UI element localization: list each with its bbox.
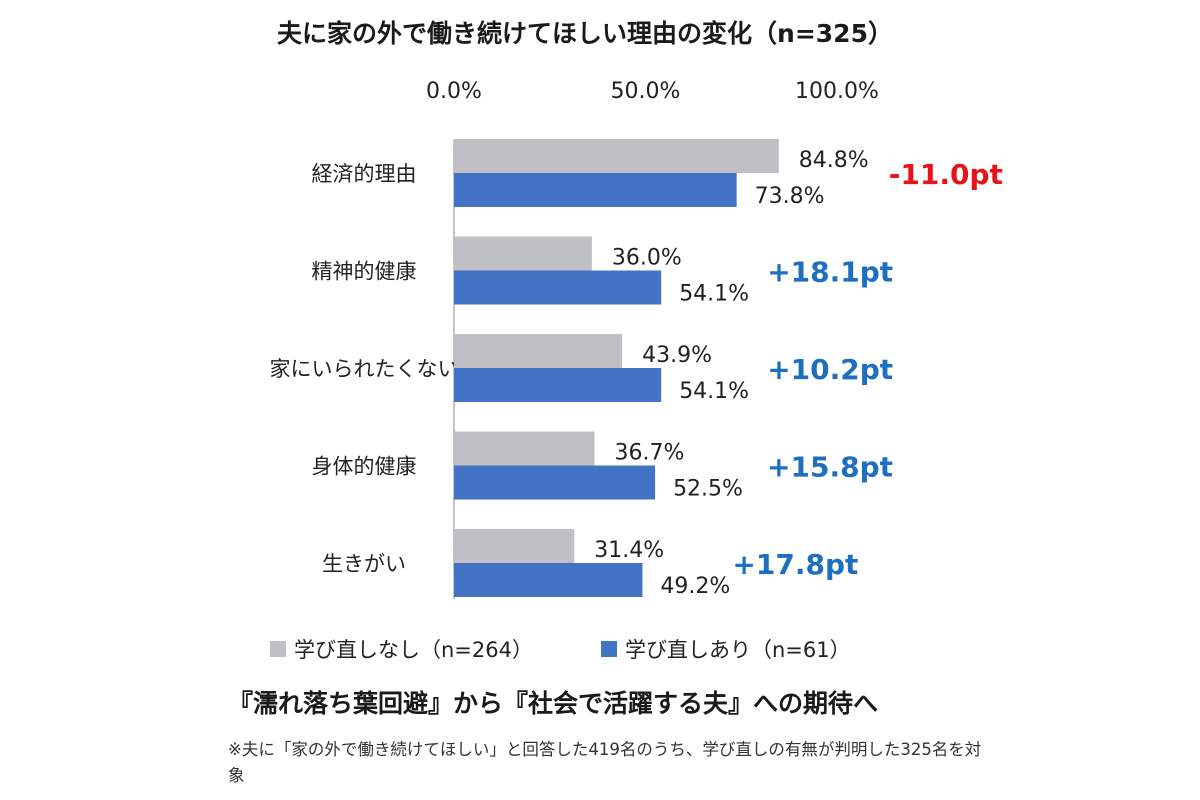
difference-label: +17.8pt <box>732 548 858 581</box>
difference-label: +18.1pt <box>767 256 893 289</box>
chart-title: 夫に家の外で働き続けてほしい理由の変化（n=325） <box>277 19 893 48</box>
legend-label: 学び直しあり（n=61） <box>625 638 851 662</box>
data-label: 84.8% <box>799 148 869 173</box>
data-label: 31.4% <box>594 538 664 563</box>
x-tick-label: 100.0% <box>795 79 879 104</box>
difference-label: +15.8pt <box>767 451 893 484</box>
legend-swatch-gray <box>270 641 286 657</box>
data-label: 43.9% <box>642 343 712 368</box>
x-tick-label: 0.0% <box>426 79 482 104</box>
headline: 『濡れ落ち葉回避』から『社会で活躍する夫』への期待へ <box>228 689 879 718</box>
bar-relearning <box>454 368 662 402</box>
x-tick-label: 50.0% <box>611 79 681 104</box>
bar-relearning <box>454 270 662 305</box>
bar-relearning <box>454 173 737 207</box>
category-label: 経済的理由 <box>312 162 417 186</box>
legend-item-relearning: 学び直しあり（n=61） <box>601 634 851 664</box>
bar-no-relearning <box>454 431 595 466</box>
data-label: 73.8% <box>755 184 825 209</box>
data-label: 54.1% <box>679 379 749 404</box>
difference-label: -11.0pt <box>889 158 1003 191</box>
bar-relearning <box>454 563 643 597</box>
category-label: 生きがい <box>322 552 406 576</box>
bar-no-relearning <box>454 139 779 173</box>
footnote: ※夫に「家の外で働き続けてほしい」と回答した419名のうち、学び直しの有無が判明… <box>228 740 982 785</box>
legend-label: 学び直しなし（n=264） <box>294 638 533 662</box>
category-label: 身体的健康 <box>312 455 417 479</box>
bar-no-relearning <box>454 334 623 368</box>
bar-chart: 0.0% 50.0% 100.0% 経済的理由 84.8% 73.8% -11.0pt 精神的… <box>270 79 1003 599</box>
bar-no-relearning <box>454 236 592 271</box>
data-label: 54.1% <box>679 282 749 307</box>
data-label: 52.5% <box>673 477 743 502</box>
difference-label: +10.2pt <box>767 353 893 386</box>
data-label: 49.2% <box>660 574 730 599</box>
legend: 学び直しなし（n=264） 学び直しあり（n=61） <box>270 634 919 664</box>
category-label: 精神的健康 <box>312 260 417 284</box>
legend-item-no-relearning: 学び直しなし（n=264） <box>270 634 533 664</box>
data-label: 36.0% <box>612 246 682 271</box>
legend-swatch-blue <box>601 641 617 657</box>
category-label: 家にいられたくない <box>270 357 459 381</box>
data-label: 36.7% <box>615 441 685 466</box>
bar-no-relearning <box>454 529 575 563</box>
bar-relearning <box>454 465 656 500</box>
